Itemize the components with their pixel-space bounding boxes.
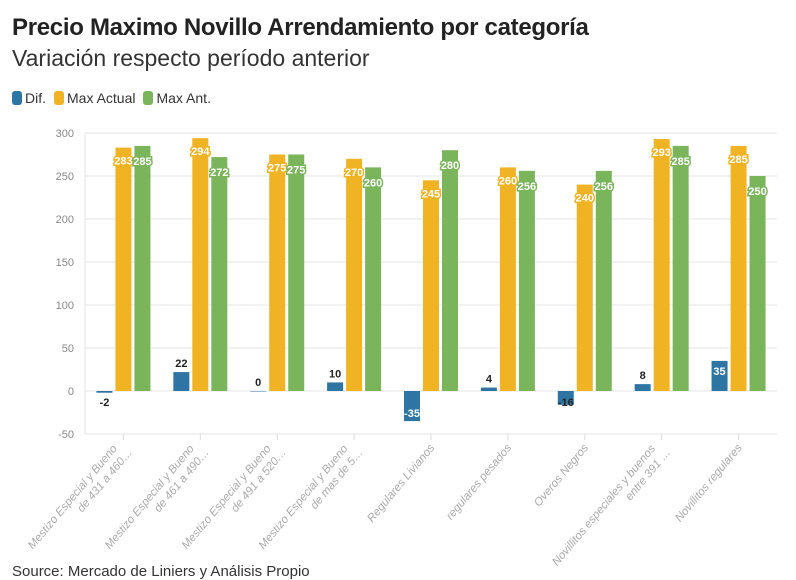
data-label: 10 bbox=[329, 368, 341, 380]
data-label: 285 bbox=[133, 156, 151, 168]
data-label: 256 bbox=[595, 181, 613, 193]
x-tick-label: regulares pesados bbox=[444, 442, 514, 522]
data-label: -35 bbox=[404, 408, 420, 420]
y-tick-label: 100 bbox=[56, 300, 74, 312]
bar-max-ant[interactable] bbox=[518, 170, 535, 391]
bar-max-actual[interactable] bbox=[423, 180, 439, 391]
y-tick-label: 50 bbox=[62, 343, 74, 355]
bar-max-ant[interactable] bbox=[288, 154, 305, 392]
x-tick-label: Overos Negros bbox=[532, 442, 591, 509]
data-label: 280 bbox=[441, 160, 459, 172]
legend-swatch bbox=[143, 91, 154, 105]
data-label: -2 bbox=[100, 397, 110, 409]
bar-max-actual[interactable] bbox=[730, 145, 747, 391]
x-tick-label: Regulares Livianos bbox=[365, 442, 437, 525]
bar-dif[interactable] bbox=[404, 391, 420, 422]
source-note: Source: Mercado de Liniers y Análisis Pr… bbox=[12, 563, 310, 580]
data-label: 275 bbox=[287, 165, 305, 177]
x-tick-label: Novillitos regulares bbox=[673, 442, 745, 524]
data-label: 22 bbox=[175, 358, 187, 370]
data-label: -16 bbox=[558, 397, 574, 409]
bar-max-actual[interactable] bbox=[115, 147, 132, 391]
legend-item-dif[interactable]: Dif. bbox=[12, 90, 46, 106]
bar-dif[interactable] bbox=[711, 360, 728, 391]
bar-max-ant[interactable] bbox=[365, 167, 382, 391]
data-label: 260 bbox=[499, 175, 517, 187]
bar-dif[interactable] bbox=[327, 382, 344, 391]
legend-label: Max Ant. bbox=[156, 90, 211, 106]
legend-label: Dif. bbox=[25, 90, 46, 106]
data-label: 35 bbox=[713, 366, 725, 378]
bar-dif[interactable] bbox=[173, 372, 190, 391]
data-label: 250 bbox=[748, 186, 766, 198]
data-label: 293 bbox=[652, 147, 670, 159]
data-label: 270 bbox=[345, 167, 363, 179]
data-label: 240 bbox=[576, 193, 594, 205]
chart-title: Precio Maximo Novillo Arrendamiento por … bbox=[12, 14, 589, 41]
bar-max-actual[interactable] bbox=[653, 139, 670, 391]
data-label: 8 bbox=[640, 370, 646, 382]
data-label: 285 bbox=[729, 154, 747, 166]
bar-max-ant[interactable] bbox=[442, 150, 458, 391]
data-label: 245 bbox=[422, 188, 440, 200]
chart-subtitle: Variación respecto período anterior bbox=[12, 45, 370, 71]
y-tick-label: 300 bbox=[56, 128, 74, 140]
y-tick-label: -50 bbox=[58, 429, 74, 441]
legend: Dif. Max Actual Max Ant. bbox=[12, 90, 211, 106]
bar-max-actual[interactable] bbox=[192, 138, 209, 391]
bar-max-actual[interactable] bbox=[499, 167, 516, 391]
legend-item-max-ant[interactable]: Max Ant. bbox=[143, 90, 211, 106]
bar-max-ant[interactable] bbox=[134, 145, 151, 391]
legend-item-max-actual[interactable]: Max Actual bbox=[54, 90, 135, 106]
bar-max-ant[interactable] bbox=[595, 170, 612, 391]
y-tick-label: 200 bbox=[56, 214, 74, 226]
bar-max-ant[interactable] bbox=[749, 176, 766, 391]
data-label: 4 bbox=[486, 374, 493, 386]
legend-swatch bbox=[54, 91, 64, 105]
bar-max-actual[interactable] bbox=[576, 184, 593, 391]
bar-max-ant[interactable] bbox=[211, 157, 228, 391]
data-label: 0 bbox=[255, 377, 261, 389]
bar-max-actual[interactable] bbox=[269, 154, 286, 392]
bar-dif[interactable] bbox=[480, 387, 497, 391]
y-tick-label: 250 bbox=[56, 171, 74, 183]
bar-dif[interactable] bbox=[250, 391, 267, 392]
data-label: 283 bbox=[114, 156, 132, 168]
bar-dif[interactable] bbox=[557, 391, 574, 405]
data-label: 294 bbox=[191, 146, 210, 158]
bar-dif[interactable] bbox=[96, 391, 113, 393]
bar-max-actual[interactable] bbox=[346, 158, 363, 391]
data-label: 260 bbox=[364, 177, 382, 189]
legend-swatch bbox=[12, 91, 22, 105]
bar-dif[interactable] bbox=[634, 384, 651, 391]
bar-max-ant[interactable] bbox=[672, 145, 689, 391]
y-tick-label: 150 bbox=[56, 257, 74, 269]
y-tick-label: 0 bbox=[68, 386, 74, 398]
data-label: 275 bbox=[268, 163, 286, 175]
legend-label: Max Actual bbox=[67, 90, 136, 106]
data-label: 256 bbox=[518, 181, 536, 193]
data-label: 285 bbox=[671, 156, 689, 168]
data-label: 272 bbox=[210, 167, 228, 179]
